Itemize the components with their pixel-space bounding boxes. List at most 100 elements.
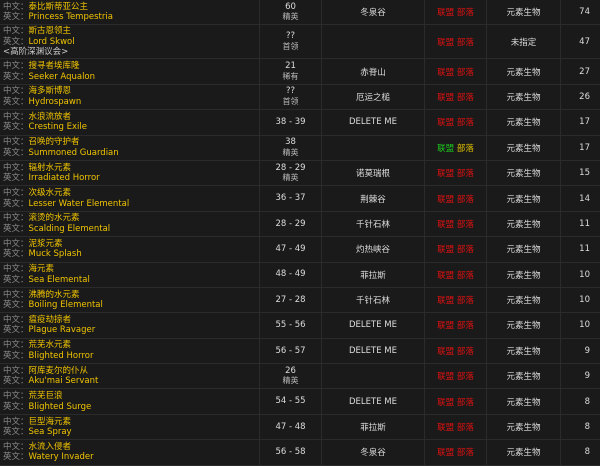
npc-name-en-link[interactable]: Sea Spray <box>28 427 72 438</box>
table-row[interactable]: 中文：搜寻者埃库隆 英文：Seeker Aqualon 21 稀有 赤脊山 联盟 … <box>0 58 600 85</box>
zone-cell[interactable] <box>321 24 425 60</box>
npc-name-cn-link[interactable]: 搜寻者埃库隆 <box>28 61 80 72</box>
zone-cell[interactable]: 荆棘谷 <box>321 185 425 212</box>
cn-label: 中文： <box>3 1 29 12</box>
npc-name-cn-link[interactable]: 滚烫的水元素 <box>28 213 80 224</box>
npc-name-en-link[interactable]: Lord Skwol <box>28 36 75 47</box>
zone-cell[interactable]: DELETE ME <box>321 388 425 415</box>
zone-link[interactable]: DELETE ME <box>349 117 397 128</box>
table-row[interactable]: 中文：荒芜巨浪 英文：Blighted Surge 54 - 55 DELETE… <box>0 388 600 415</box>
npc-name-en-link[interactable]: Scalding Elemental <box>28 223 111 234</box>
zone-cell[interactable]: 冬泉谷 <box>321 0 425 26</box>
npc-name-cn-link[interactable]: 泥浆元素 <box>28 238 63 249</box>
npc-name-cn-link[interactable]: 荒芜水元素 <box>28 340 72 351</box>
zone-cell[interactable]: 菲拉斯 <box>321 414 425 441</box>
npc-name-cn-link[interactable]: 次级水元素 <box>28 188 72 199</box>
npc-name-cn-link[interactable]: 水浪流放者 <box>28 111 72 122</box>
reaction-cell: 联盟 部落 <box>424 388 487 415</box>
zone-link[interactable]: 诺莫瑞根 <box>355 169 390 180</box>
zone-cell[interactable]: 冬泉谷 <box>321 439 425 466</box>
table-row[interactable]: 中文：沸腾的水元素 英文：Boiling Elemental 27 - 28 千… <box>0 287 600 314</box>
en-label: 英文： <box>3 325 29 336</box>
zone-cell[interactable] <box>321 363 425 390</box>
npc-name-cn-link[interactable]: 水流入侵者 <box>28 441 72 452</box>
level: 56 - 57 <box>275 345 306 356</box>
horde-reaction: 部落 <box>456 67 474 78</box>
table-row[interactable]: 中文：滚烫的水元素 英文：Scalding Elemental 28 - 29 … <box>0 211 600 238</box>
en-label: 英文： <box>3 147 29 158</box>
table-row[interactable]: 中文：瘟疫劫掠者 英文：Plague Ravager 55 - 56 DELET… <box>0 312 600 339</box>
npc-name-cn-link[interactable]: 辐射水元素 <box>28 162 72 173</box>
table-row[interactable]: 中文：泥浆元素 英文：Muck Splash 47 - 49 灼热峡谷 联盟 部… <box>0 236 600 263</box>
npc-name-cn-link[interactable]: 召唤的守护者 <box>28 137 80 148</box>
npc-name-cn-link[interactable]: 沸腾的水元素 <box>28 289 80 300</box>
zone-cell[interactable]: DELETE ME <box>321 338 425 365</box>
npc-name-cn-link[interactable]: 巨型海元素 <box>28 416 72 427</box>
npc-name-en-link[interactable]: Plague Ravager <box>28 325 96 336</box>
zone-link[interactable]: 赤脊山 <box>360 67 386 78</box>
table-row[interactable]: 中文：巨型海元素 英文：Sea Spray 47 - 48 菲拉斯 联盟 部落 … <box>0 414 600 441</box>
table-row[interactable]: 中文：水流入侵者 英文：Watery Invader 56 - 58 冬泉谷 联… <box>0 439 600 466</box>
zone-cell[interactable]: 厄运之槌 <box>321 84 425 111</box>
table-row[interactable]: 中文：水浪流放者 英文：Cresting Exile 38 - 39 DELET… <box>0 109 600 136</box>
zone-cell[interactable]: 诺莫瑞根 <box>321 160 425 187</box>
zone-link[interactable]: 冬泉谷 <box>360 448 386 459</box>
npc-name-en-link[interactable]: Princess Tempestria <box>28 12 113 23</box>
npc-name-en-link[interactable]: Sea Elemental <box>28 274 90 285</box>
zone-link[interactable]: 灼热峡谷 <box>355 245 390 256</box>
zone-link[interactable]: 冬泉谷 <box>360 8 386 19</box>
npc-name-en-link[interactable]: Muck Splash <box>28 249 82 260</box>
en-label: 英文： <box>3 173 29 184</box>
zone-link[interactable]: 荆棘谷 <box>360 194 386 205</box>
npc-name-en-link[interactable]: Blighted Horror <box>28 350 94 361</box>
table-row[interactable]: 中文：召唤的守护者 英文：Summoned Guardian 38 精英 联盟 部… <box>0 135 600 161</box>
zone-link[interactable]: DELETE ME <box>349 320 397 331</box>
table-row[interactable]: 中文：次级水元素 英文：Lesser Water Elemental 36 - … <box>0 185 600 212</box>
alliance-reaction: 联盟 <box>437 219 455 230</box>
npc-name-en-link[interactable]: Irradiated Horror <box>28 173 100 184</box>
cn-label: 中文： <box>3 26 29 37</box>
zone-link[interactable]: 菲拉斯 <box>360 270 386 281</box>
table-row[interactable]: 中文：斯古恩领主 英文：Lord Skwol <高阶深渊议会> ?? 首领 联盟 … <box>0 24 600 60</box>
table-row[interactable]: 中文：荒芜水元素 英文：Blighted Horror 56 - 57 DELE… <box>0 338 600 365</box>
table-row[interactable]: 中文：海元素 英文：Sea Elemental 48 - 49 菲拉斯 联盟 部… <box>0 262 600 288</box>
npc-name-en-link[interactable]: Aku'mai Servant <box>28 376 99 387</box>
reaction-cell: 联盟 部落 <box>424 262 487 288</box>
npc-name-cn-link[interactable]: 斯古恩领主 <box>28 26 72 37</box>
npc-name-cn-link[interactable]: 海元素 <box>28 264 55 275</box>
name-cell: 中文：次级水元素 英文：Lesser Water Elemental <box>0 185 260 212</box>
npc-name-cn-link[interactable]: 泰比斯蒂亚公主 <box>28 1 89 12</box>
zone-link[interactable]: 千针石林 <box>355 296 390 307</box>
npc-name-en-link[interactable]: Summoned Guardian <box>28 147 119 158</box>
alliance-reaction: 联盟 <box>437 169 455 180</box>
npc-name-cn-link[interactable]: 瘟疫劫掠者 <box>28 314 72 325</box>
npc-name-cn-link[interactable]: 阿库麦尔的仆从 <box>28 365 89 376</box>
npc-name-en-link[interactable]: Hydrospawn <box>28 96 82 107</box>
npc-name-en-link[interactable]: Blighted Surge <box>28 401 92 412</box>
zone-cell[interactable]: 千针石林 <box>321 287 425 314</box>
npc-name-en-link[interactable]: Cresting Exile <box>28 122 87 133</box>
zone-cell[interactable]: 菲拉斯 <box>321 262 425 288</box>
zone-cell[interactable] <box>321 135 425 161</box>
zone-cell[interactable]: 千针石林 <box>321 211 425 238</box>
npc-name-en-link[interactable]: Lesser Water Elemental <box>28 198 130 209</box>
zone-link[interactable]: 厄运之槌 <box>355 92 390 103</box>
zone-link[interactable]: DELETE ME <box>349 345 397 356</box>
zone-cell[interactable]: DELETE ME <box>321 109 425 136</box>
zone-link[interactable]: DELETE ME <box>349 396 397 407</box>
npc-name-en-link[interactable]: Seeker Aqualon <box>28 71 96 82</box>
zone-link[interactable]: 千针石林 <box>355 219 390 230</box>
npc-name-cn-link[interactable]: 海多斯博恩 <box>28 86 72 97</box>
zone-cell[interactable]: 赤脊山 <box>321 58 425 85</box>
zone-cell[interactable]: 灼热峡谷 <box>321 236 425 263</box>
zone-link[interactable]: 菲拉斯 <box>360 423 386 434</box>
table-row[interactable]: 中文：海多斯博恩 英文：Hydrospawn ?? 首领 厄运之槌 联盟 部落 元… <box>0 84 600 111</box>
npc-name-en-link[interactable]: Boiling Elemental <box>28 300 103 311</box>
zone-cell[interactable]: DELETE ME <box>321 312 425 339</box>
table-row[interactable]: 中文：泰比斯蒂亚公主 英文：Princess Tempestria 60 精英 冬… <box>0 0 600 26</box>
table-row[interactable]: 中文：阿库麦尔的仆从 英文：Aku'mai Servant 26 精英 联盟 部落… <box>0 363 600 390</box>
npc-name-cn-link[interactable]: 荒芜巨浪 <box>28 391 63 402</box>
table-row[interactable]: 中文：辐射水元素 英文：Irradiated Horror 28 - 29 精英 … <box>0 160 600 187</box>
npc-name-en-link[interactable]: Watery Invader <box>28 452 94 463</box>
count: 9 <box>584 345 590 356</box>
